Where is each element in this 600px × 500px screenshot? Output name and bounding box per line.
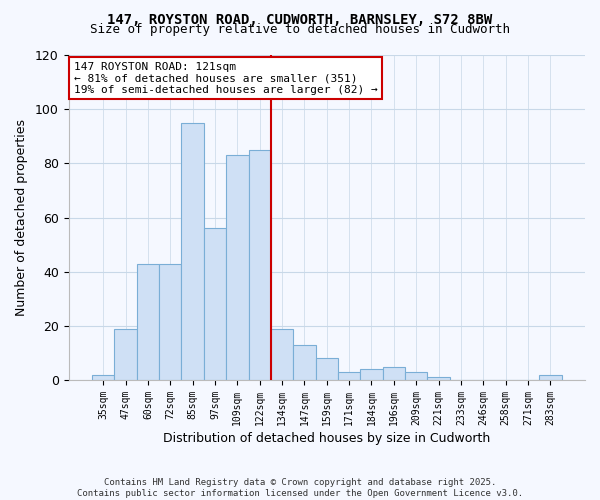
Text: Contains HM Land Registry data © Crown copyright and database right 2025.
Contai: Contains HM Land Registry data © Crown c…: [77, 478, 523, 498]
Bar: [271, 328, 293, 380]
Bar: [159, 264, 181, 380]
Bar: [316, 358, 338, 380]
Bar: [226, 155, 248, 380]
Bar: [115, 328, 137, 380]
Bar: [383, 366, 405, 380]
Bar: [539, 374, 562, 380]
Bar: [137, 264, 159, 380]
Text: Size of property relative to detached houses in Cudworth: Size of property relative to detached ho…: [90, 22, 510, 36]
Bar: [427, 378, 450, 380]
Text: 147, ROYSTON ROAD, CUDWORTH, BARNSLEY, S72 8BW: 147, ROYSTON ROAD, CUDWORTH, BARNSLEY, S…: [107, 12, 493, 26]
Bar: [361, 369, 383, 380]
Bar: [248, 150, 271, 380]
Bar: [92, 374, 115, 380]
Y-axis label: Number of detached properties: Number of detached properties: [15, 119, 28, 316]
Text: 147 ROYSTON ROAD: 121sqm
← 81% of detached houses are smaller (351)
19% of semi-: 147 ROYSTON ROAD: 121sqm ← 81% of detach…: [74, 62, 377, 94]
Bar: [338, 372, 361, 380]
Bar: [405, 372, 427, 380]
Bar: [293, 345, 316, 380]
Bar: [204, 228, 226, 380]
Bar: [181, 122, 204, 380]
X-axis label: Distribution of detached houses by size in Cudworth: Distribution of detached houses by size …: [163, 432, 490, 445]
